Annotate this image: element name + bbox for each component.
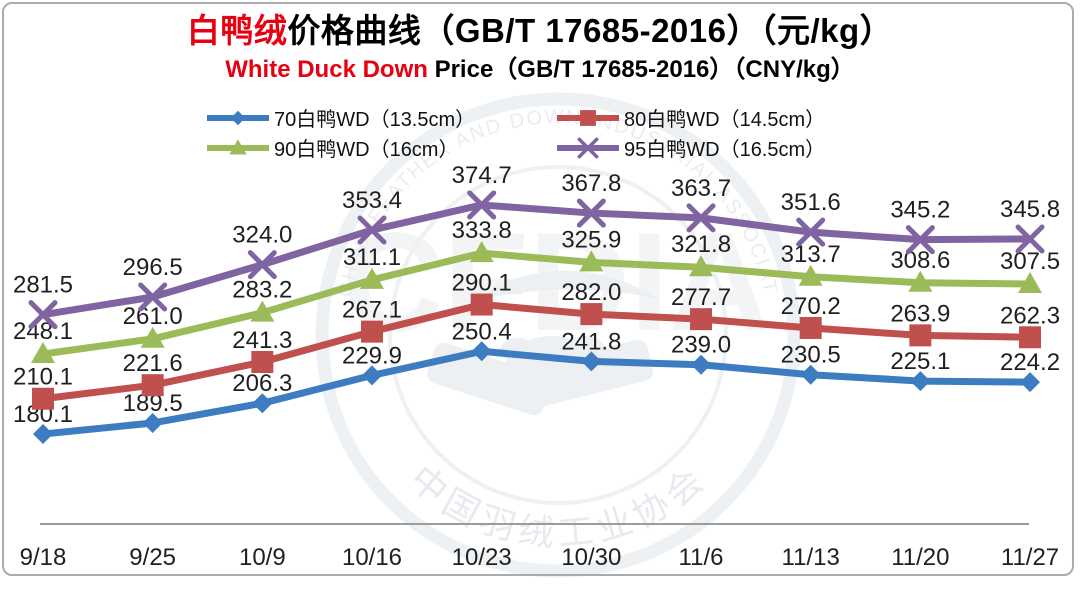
data-label: 230.5: [781, 342, 841, 369]
data-label: 221.6: [123, 350, 183, 377]
data-label: 277.7: [671, 284, 731, 311]
x-tick-label: 10/30: [561, 544, 621, 571]
data-label: 325.9: [561, 226, 621, 253]
x-tick-label: 11/6: [679, 544, 724, 571]
chart-header: 白鸭绒价格曲线（GB/T 17685-2016）（元/kg） White Duc…: [0, 10, 1080, 85]
legend-marker-90wd-icon: [207, 138, 269, 154]
legend-item-70wd: 70白鸭WD（13.5cm）: [206, 103, 556, 132]
data-label: 311.1: [343, 244, 401, 271]
x-tick-label: 11/27: [1001, 544, 1059, 571]
series-90白鸭WD（16cm）: [31, 241, 1043, 363]
data-label: 250.4: [452, 318, 512, 345]
data-label: 241.8: [561, 328, 621, 355]
data-label: 239.0: [671, 332, 731, 359]
subtitle-highlight: White Duck Down: [225, 56, 428, 83]
legend-label-70wd: 70白鸭WD（13.5cm）: [274, 109, 476, 131]
x-tick-label: 9/18: [20, 544, 67, 571]
x-tick-label: 10/9: [239, 544, 286, 571]
data-label: 229.9: [342, 342, 402, 369]
x-tick-label: 10/16: [342, 544, 402, 571]
series-value-labels-80白鸭WD（14.5cm）: 210.1 221.6 241.3 267.1 290.1 282.0 277.7 270.2…: [13, 270, 1060, 391]
page-subtitle: White Duck Down Price（GB/T 17685-2016）（C…: [0, 54, 1080, 85]
legend-marker-80wd-icon: [557, 109, 619, 126]
subtitle-rest: Price（GB/T 17685-2016）（CNY/kg）: [427, 56, 855, 83]
legend-item-90wd: 90白鸭WD（16cm）: [206, 133, 556, 162]
chart-legend: 70白鸭WD（13.5cm） 80白鸭WD（14.5cm） 90白鸭WD（16c…: [206, 103, 825, 162]
series-80白鸭WD（14.5cm）: [32, 293, 1042, 410]
data-label: 225.1: [890, 348, 950, 375]
legend-label-95wd: 95白鸭WD（16.5cm）: [624, 139, 826, 161]
data-label: 351.6: [781, 189, 841, 216]
legend-label-90wd: 90白鸭WD（16cm）: [274, 139, 459, 161]
legend-marker-70wd-icon: [207, 110, 269, 125]
data-label: 206.3: [232, 370, 292, 397]
data-label: 281.5: [13, 272, 73, 299]
data-label: 267.1: [342, 297, 402, 324]
data-label: 374.7: [452, 162, 512, 189]
x-axis-labels: 9/18 9/25 10/9 10/16 10/23 10/30 11/6 11/13 11/2…: [20, 544, 1060, 571]
data-label: 282.0: [561, 279, 621, 306]
data-label: 283.2: [232, 277, 292, 304]
data-label: 345.8: [1000, 196, 1060, 223]
data-label: 307.5: [1000, 248, 1060, 275]
data-label: 321.8: [671, 231, 731, 258]
series-95白鸭WD（16.5cm）: [28, 190, 1045, 330]
x-tick-label: 11/13: [782, 544, 840, 571]
title-rest: 价格曲线（GB/T 17685-2016）（元/kg）: [287, 12, 894, 49]
x-tick-label: 11/20: [891, 544, 949, 571]
data-label: 313.7: [781, 241, 841, 268]
x-tick-label: 10/23: [452, 544, 512, 571]
data-label: 333.8: [452, 217, 512, 244]
data-label: 353.4: [342, 187, 402, 214]
data-label: 248.1: [13, 318, 73, 345]
series-value-labels-90白鸭WD（16cm）: 248.1 261.0 283.2 311.1 333.8 325.9 321.8 313.7…: [13, 217, 1060, 345]
data-label: 261.0: [123, 303, 183, 330]
x-tick-label: 9/25: [129, 544, 176, 571]
data-label: 345.2: [890, 197, 950, 224]
data-label: 324.0: [232, 222, 292, 249]
data-label: 363.7: [671, 175, 731, 202]
data-label: 296.5: [123, 254, 183, 281]
data-label: 367.8: [561, 170, 621, 197]
data-label: 290.1: [452, 270, 512, 297]
data-label: 308.6: [890, 247, 950, 274]
legend-item-80wd: 80白鸭WD（14.5cm）: [556, 103, 825, 132]
series-value-labels-95白鸭WD（16.5cm）: 281.5 296.5 324.0 353.4 374.7 367.8 363.7 351.6…: [13, 162, 1060, 299]
title-highlight: 白鸭绒: [186, 12, 288, 49]
series-70白鸭WD（13.5cm）: [33, 341, 1041, 445]
legend-item-95wd: 95白鸭WD（16.5cm）: [556, 133, 825, 162]
data-label: 270.2: [781, 293, 841, 320]
watermark-rings-icon: [315, 92, 801, 578]
data-label: 263.9: [890, 300, 950, 327]
data-label: 241.3: [232, 327, 292, 354]
data-label: 224.2: [1000, 349, 1060, 376]
page-title: 白鸭绒价格曲线（GB/T 17685-2016）（元/kg）: [0, 10, 1080, 52]
data-label: 210.1: [13, 364, 73, 391]
legend-marker-95wd-icon: [557, 137, 619, 158]
data-label: 262.3: [1000, 302, 1060, 329]
legend-label-80wd: 80白鸭WD（14.5cm）: [624, 109, 826, 131]
